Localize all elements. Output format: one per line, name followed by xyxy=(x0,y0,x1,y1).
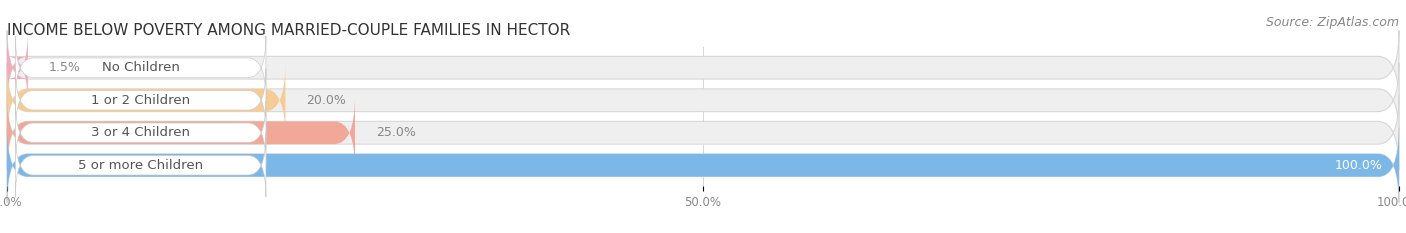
FancyBboxPatch shape xyxy=(7,30,1399,105)
Text: 25.0%: 25.0% xyxy=(375,126,416,139)
Text: No Children: No Children xyxy=(101,61,180,74)
FancyBboxPatch shape xyxy=(15,134,266,197)
FancyBboxPatch shape xyxy=(15,69,266,132)
FancyBboxPatch shape xyxy=(7,63,285,138)
FancyBboxPatch shape xyxy=(7,128,1399,203)
FancyBboxPatch shape xyxy=(7,95,1399,170)
Text: 1.5%: 1.5% xyxy=(49,61,80,74)
Text: 3 or 4 Children: 3 or 4 Children xyxy=(91,126,190,139)
FancyBboxPatch shape xyxy=(7,95,354,170)
Text: 20.0%: 20.0% xyxy=(307,94,346,107)
FancyBboxPatch shape xyxy=(7,128,1399,203)
Text: INCOME BELOW POVERTY AMONG MARRIED-COUPLE FAMILIES IN HECTOR: INCOME BELOW POVERTY AMONG MARRIED-COUPL… xyxy=(7,24,571,38)
FancyBboxPatch shape xyxy=(15,101,266,164)
Text: 5 or more Children: 5 or more Children xyxy=(79,159,204,172)
Text: 100.0%: 100.0% xyxy=(1334,159,1382,172)
Text: 1 or 2 Children: 1 or 2 Children xyxy=(91,94,190,107)
Text: Source: ZipAtlas.com: Source: ZipAtlas.com xyxy=(1265,16,1399,29)
FancyBboxPatch shape xyxy=(7,63,1399,138)
FancyBboxPatch shape xyxy=(7,30,28,105)
FancyBboxPatch shape xyxy=(15,36,266,99)
